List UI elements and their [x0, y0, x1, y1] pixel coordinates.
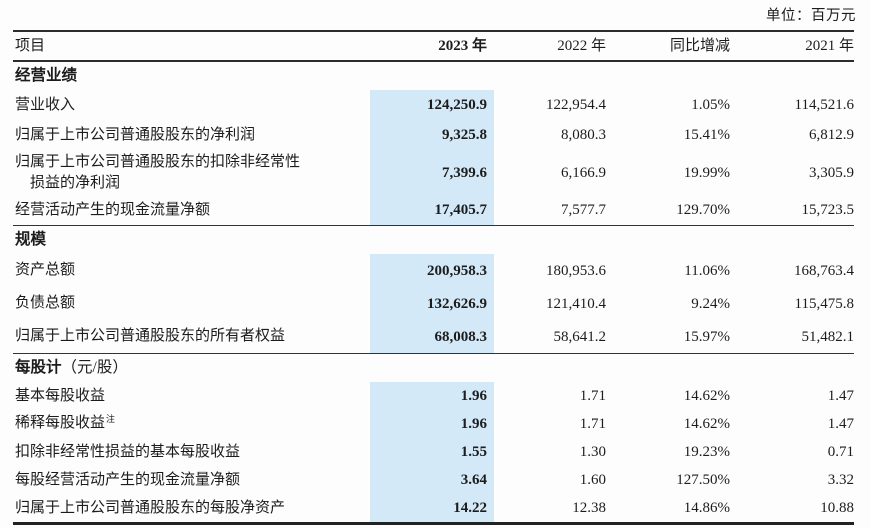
row-label: 归属于上市公司普通股股东的所有者权益 [15, 328, 286, 344]
value-2023: 9,325.8 [370, 120, 494, 150]
row-label: 归属于上市公司普通股股东的净利润 [15, 126, 256, 143]
row-label: 扣除非经常性损益的基本每股收益 [15, 443, 241, 460]
value-2023: 7,399.6 [370, 150, 494, 195]
value-2023: 132,626.9 [370, 287, 494, 320]
table-row: 经营活动产生的现金流量净额 17,405.7 7,577.7 129.70% 1… [13, 195, 854, 225]
value-2023: 1.96 [370, 410, 494, 438]
section-header-scale: 规模 [13, 225, 854, 254]
value-2023: 1.96 [370, 382, 494, 410]
value-2023: 200,958.3 [370, 254, 494, 287]
table-row: 稀释每股收益注 1.96 1.71 14.62% 1.47 [13, 410, 854, 438]
table-row: 资产总额 200,958.3 180,953.6 11.06% 168,763.… [13, 254, 854, 287]
table-row: 归属于上市公司普通股股东的所有者权益 68,008.3 58,641.2 15.… [13, 320, 854, 353]
col-header-yoy: 同比增减 [669, 38, 730, 54]
row-label: 负债总额 [15, 295, 76, 311]
value-2021: 168,763.4 [794, 262, 854, 279]
table-row: 归属于上市公司普通股股东的每股净资产 14.22 12.38 14.86% 10… [13, 494, 854, 522]
value-2021: 51,482.1 [801, 328, 855, 345]
col-header-2022: 2022 年 [557, 38, 606, 54]
row-label: 归属于上市公司普通股股东的扣除非经常性 损益的净利润 [15, 153, 301, 191]
row-label: 每股经营活动产生的现金流量净额 [15, 471, 241, 488]
value-2021: 115,475.8 [794, 295, 854, 312]
value-yoy: 129.70% [676, 202, 730, 218]
value-2022: 121,410.4 [546, 295, 606, 312]
row-label: 营业收入 [15, 96, 76, 113]
value-2021: 15,723.5 [801, 202, 855, 218]
value-yoy: 14.62% [683, 416, 730, 432]
value-2021: 1.47 [827, 388, 854, 404]
footnote-marker: 注 [106, 414, 116, 424]
value-2023: 68,008.3 [370, 320, 494, 353]
row-label: 稀释每股收益注 [13, 413, 370, 435]
section-header-operating-results: 经营业绩 [13, 62, 854, 90]
value-2023: 3.64 [370, 466, 494, 494]
row-label: 基本每股收益 [15, 387, 106, 404]
table-row: 扣除非经常性损益的基本每股收益 1.55 1.30 19.23% 0.71 [13, 438, 854, 466]
table-header-row: 项目 2023 年 2022 年 同比增减 2021 年 [13, 32, 854, 62]
row-label: 资产总额 [15, 262, 76, 278]
row-label-text: 稀释每股收益 [15, 415, 106, 431]
section-title-suffix: （元/股） [61, 359, 128, 376]
value-2022: 8,080.3 [561, 127, 606, 143]
value-2022: 12.38 [572, 500, 606, 516]
value-2022: 122,954.4 [546, 97, 606, 113]
value-yoy: 15.97% [683, 328, 730, 345]
value-2021: 0.71 [827, 444, 854, 460]
value-2022: 7,577.7 [561, 202, 606, 218]
col-header-2021: 2021 年 [805, 38, 854, 54]
value-yoy: 19.99% [683, 164, 730, 181]
value-2021: 6,812.9 [809, 127, 854, 143]
table-row: 每股经营活动产生的现金流量净额 3.64 1.60 127.50% 3.32 [13, 466, 854, 494]
table-row: 归属于上市公司普通股股东的净利润 9,325.8 8,080.3 15.41% … [13, 120, 854, 150]
table-row: 归属于上市公司普通股股东的扣除非经常性 损益的净利润 7,399.6 6,166… [13, 150, 854, 195]
value-2021: 114,521.6 [794, 97, 854, 113]
table-row: 负债总额 132,626.9 121,410.4 9.24% 115,475.8 [13, 287, 854, 320]
value-2021: 3,305.9 [809, 164, 854, 181]
value-2022: 58,641.2 [553, 328, 607, 345]
value-yoy: 127.50% [676, 472, 730, 488]
section-title: 规模 [15, 231, 47, 248]
table-row: 基本每股收益 1.96 1.71 14.62% 1.47 [13, 382, 854, 410]
value-yoy: 14.62% [683, 388, 730, 404]
value-2021: 1.47 [827, 416, 854, 432]
value-yoy: 11.06% [684, 262, 730, 279]
table-row: 营业收入 124,250.9 122,954.4 1.05% 114,521.6 [13, 90, 854, 120]
value-2022: 1.30 [579, 444, 606, 460]
value-2022: 1.71 [579, 388, 606, 404]
row-label: 归属于上市公司普通股股东的每股净资产 [15, 499, 286, 516]
value-yoy: 19.23% [683, 444, 730, 460]
value-2022: 1.60 [579, 472, 606, 488]
unit-label: 单位：百万元 [766, 8, 856, 24]
value-2021: 10.88 [820, 500, 854, 516]
value-2022: 1.71 [579, 416, 606, 432]
section-header-per-share: 每股计（元/股） [13, 353, 854, 382]
value-2022: 6,166.9 [561, 164, 606, 181]
value-2023: 17,405.7 [370, 195, 494, 225]
section-title: 每股计 [15, 359, 62, 376]
value-yoy: 15.41% [683, 127, 730, 143]
financial-table: 项目 2023 年 2022 年 同比增减 2021 年 经营业绩 营业收入 1… [13, 30, 854, 525]
value-2021: 3.32 [827, 472, 854, 488]
value-yoy: 14.86% [683, 500, 730, 516]
col-header-item: 项目 [15, 37, 46, 54]
value-2022: 180,953.6 [546, 262, 606, 279]
section-title: 经营业绩 [15, 67, 78, 84]
col-header-2023: 2023 年 [438, 38, 487, 54]
value-2023: 1.55 [370, 438, 494, 466]
row-label: 经营活动产生的现金流量净额 [15, 201, 211, 218]
value-2023: 124,250.9 [370, 90, 494, 120]
value-yoy: 1.05% [691, 97, 730, 113]
value-2023: 14.22 [370, 494, 494, 522]
value-yoy: 9.24% [691, 295, 730, 312]
